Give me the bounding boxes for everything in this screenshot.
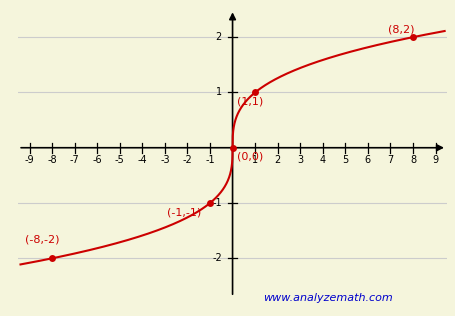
Text: -7: -7 — [70, 155, 79, 166]
Text: (1,1): (1,1) — [236, 97, 262, 106]
Text: -9: -9 — [25, 155, 34, 166]
Text: (0,0): (0,0) — [236, 152, 262, 162]
Text: -3: -3 — [160, 155, 169, 166]
Text: 4: 4 — [319, 155, 325, 166]
Text: 3: 3 — [297, 155, 303, 166]
Text: -2: -2 — [212, 253, 221, 263]
Text: 8: 8 — [409, 155, 415, 166]
Text: -1: -1 — [212, 198, 221, 208]
Text: (8,2): (8,2) — [387, 25, 414, 35]
Text: 2: 2 — [274, 155, 280, 166]
Text: 1: 1 — [252, 155, 258, 166]
Text: (-8,-2): (-8,-2) — [25, 235, 60, 245]
Text: -1: -1 — [205, 155, 214, 166]
Text: 2: 2 — [215, 32, 221, 42]
Text: 1: 1 — [215, 88, 221, 97]
Text: -8: -8 — [47, 155, 57, 166]
Text: (-1,-1): (-1,-1) — [167, 207, 201, 217]
Text: -4: -4 — [137, 155, 147, 166]
Text: 6: 6 — [364, 155, 370, 166]
Text: -6: -6 — [92, 155, 102, 166]
Text: 5: 5 — [342, 155, 348, 166]
Text: 9: 9 — [432, 155, 438, 166]
Text: -5: -5 — [115, 155, 124, 166]
Text: www.analyzemath.com: www.analyzemath.com — [263, 293, 392, 303]
Text: -2: -2 — [182, 155, 192, 166]
Text: 7: 7 — [386, 155, 393, 166]
